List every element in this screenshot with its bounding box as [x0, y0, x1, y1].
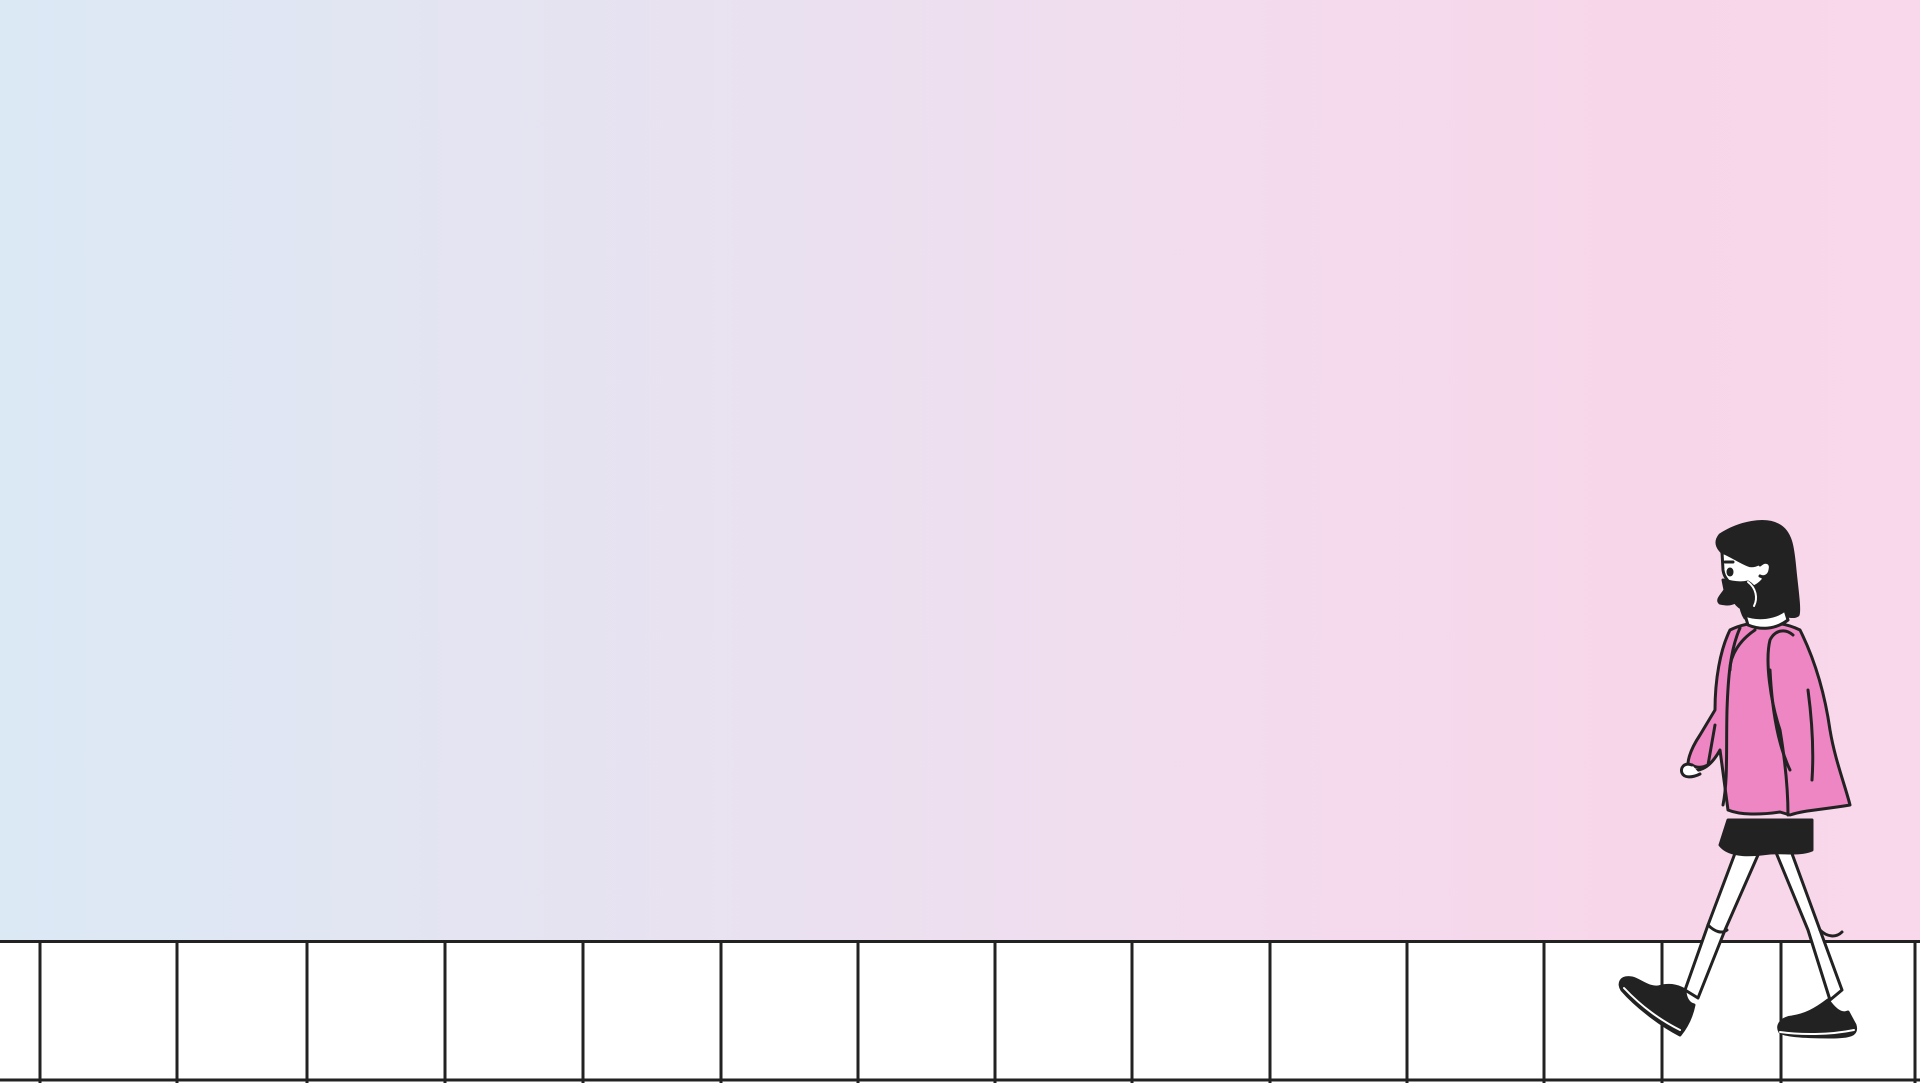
- sidewalk: [0, 940, 1920, 1083]
- walking-woman-icon: [1618, 520, 1858, 1039]
